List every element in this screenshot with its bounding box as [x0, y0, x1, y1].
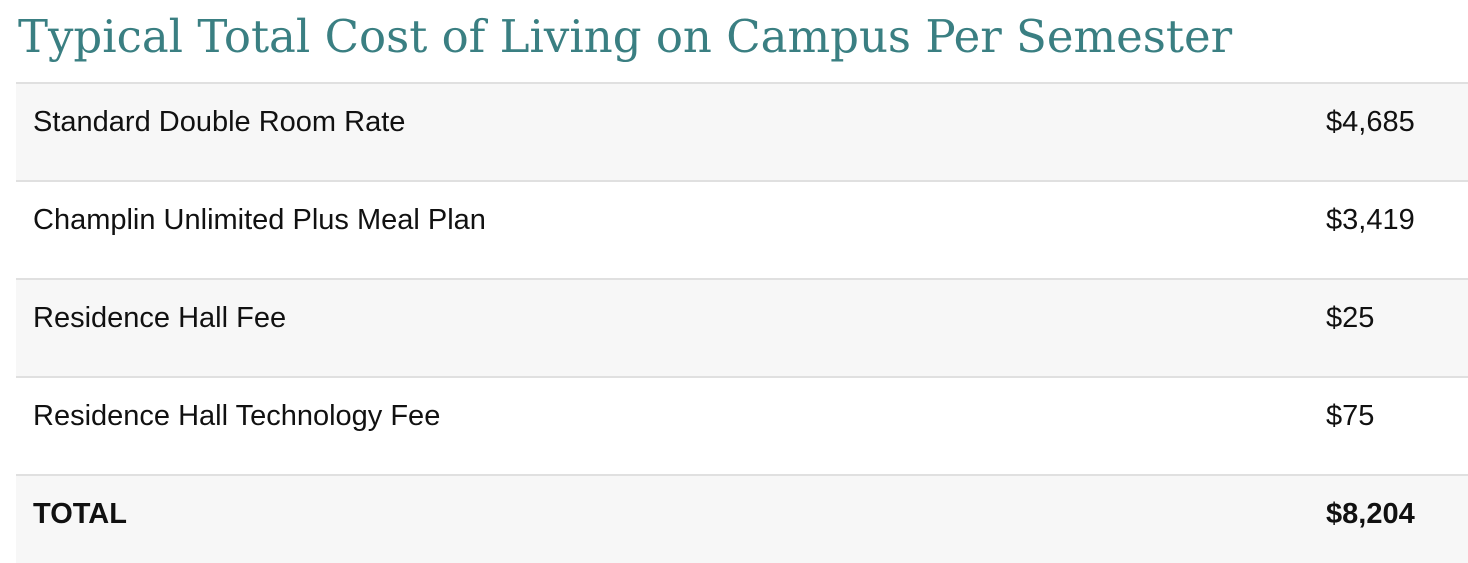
- cost-table: Standard Double Room Rate $4,685 Champli…: [16, 82, 1468, 563]
- table-row: Standard Double Room Rate $4,685: [16, 82, 1468, 181]
- table-row: Residence Hall Fee $25: [16, 278, 1468, 377]
- row-amount: $75: [1326, 376, 1468, 475]
- row-label: Champlin Unlimited Plus Meal Plan: [16, 180, 1326, 279]
- row-label: Standard Double Room Rate: [16, 82, 1326, 181]
- row-label: Residence Hall Fee: [16, 278, 1326, 377]
- row-amount: $3,419: [1326, 180, 1468, 279]
- total-amount: $8,204: [1326, 474, 1468, 563]
- row-amount: $4,685: [1326, 82, 1468, 181]
- page-title: Typical Total Cost of Living on Campus P…: [18, 10, 1233, 63]
- row-amount: $25: [1326, 278, 1468, 377]
- table-row: Champlin Unlimited Plus Meal Plan $3,419: [16, 180, 1468, 279]
- total-row: TOTAL $8,204: [16, 474, 1468, 563]
- table-row: Residence Hall Technology Fee $75: [16, 376, 1468, 475]
- total-label: TOTAL: [16, 474, 1326, 563]
- row-label: Residence Hall Technology Fee: [16, 376, 1326, 475]
